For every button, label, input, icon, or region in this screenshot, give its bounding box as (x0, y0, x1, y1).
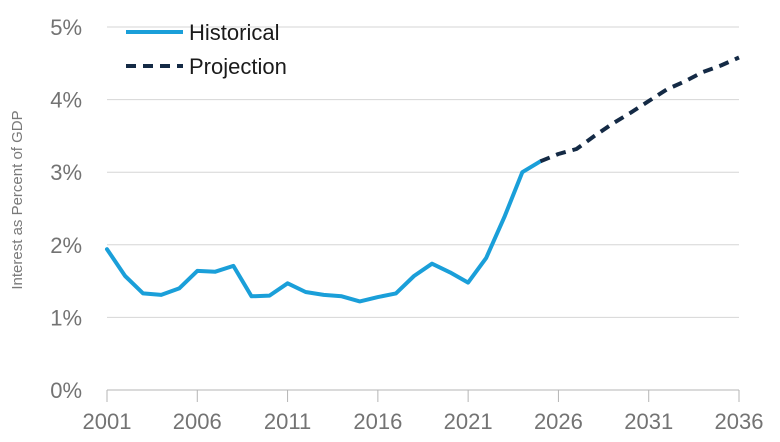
x-tick-label: 2026 (534, 409, 583, 434)
legend-label-projection: Projection (189, 54, 287, 79)
x-tick-label: 2036 (715, 409, 764, 434)
y-tick-label: 2% (50, 233, 82, 258)
x-tick-label: 2021 (444, 409, 493, 434)
y-tick-label: 1% (50, 305, 82, 330)
x-tick-label: 2001 (83, 409, 132, 434)
gridlines (107, 26, 739, 318)
y-axis-label: Interest as Percent of GDP (9, 110, 26, 289)
series-line-historical (105, 159, 543, 304)
series-line-projection (539, 55, 740, 164)
y-tick-labels: 0% 1% 2% 3% 4% 5% (50, 15, 82, 403)
y-tick-label: 3% (50, 160, 82, 185)
y-tick-label: 0% (50, 378, 82, 403)
x-tick-label: 2011 (264, 409, 311, 434)
legend-label-historical: Historical (189, 20, 279, 45)
x-tick-label: 2031 (624, 409, 673, 434)
x-tick-label: 2006 (173, 409, 222, 434)
legend: Historical Projection (126, 20, 287, 79)
y-tick-label: 5% (50, 15, 82, 40)
x-tick-labels: 2001 2006 2011 2016 2021 2026 2031 2036 (83, 409, 764, 434)
x-tick-label: 2016 (353, 409, 402, 434)
axes (106, 389, 740, 402)
series-lines (105, 55, 740, 304)
y-tick-label: 4% (50, 88, 82, 113)
